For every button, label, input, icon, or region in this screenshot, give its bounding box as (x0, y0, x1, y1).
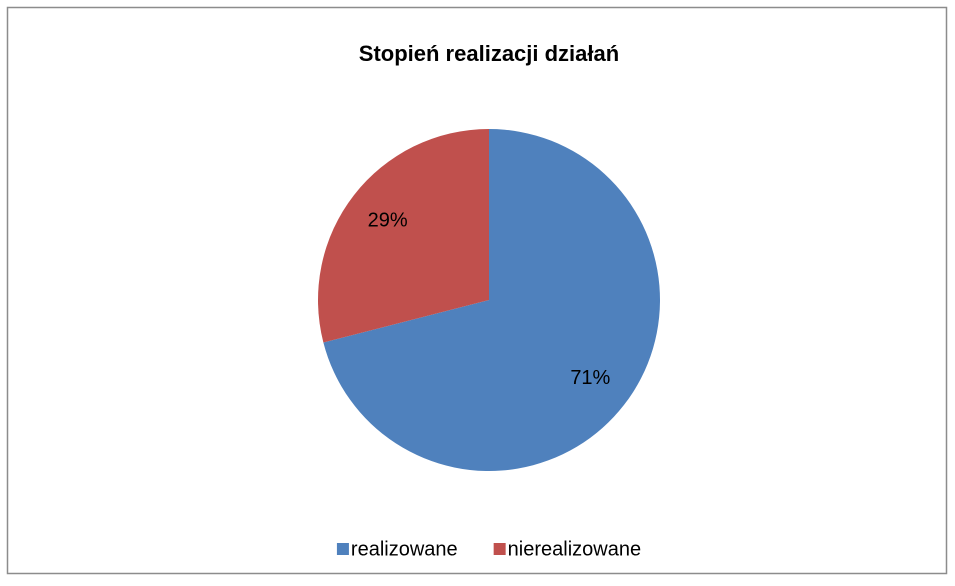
chart-title: Stopień realizacji działań (359, 41, 619, 66)
legend-swatch (493, 543, 506, 555)
data-label: 71% (570, 367, 610, 389)
data-label: 29% (368, 210, 408, 232)
legend-swatch (336, 543, 349, 555)
legend-label: realizowane (351, 538, 458, 560)
legend-label: nierealizowane (508, 538, 641, 560)
pie-slice (323, 129, 660, 471)
pie-slice (318, 129, 489, 343)
